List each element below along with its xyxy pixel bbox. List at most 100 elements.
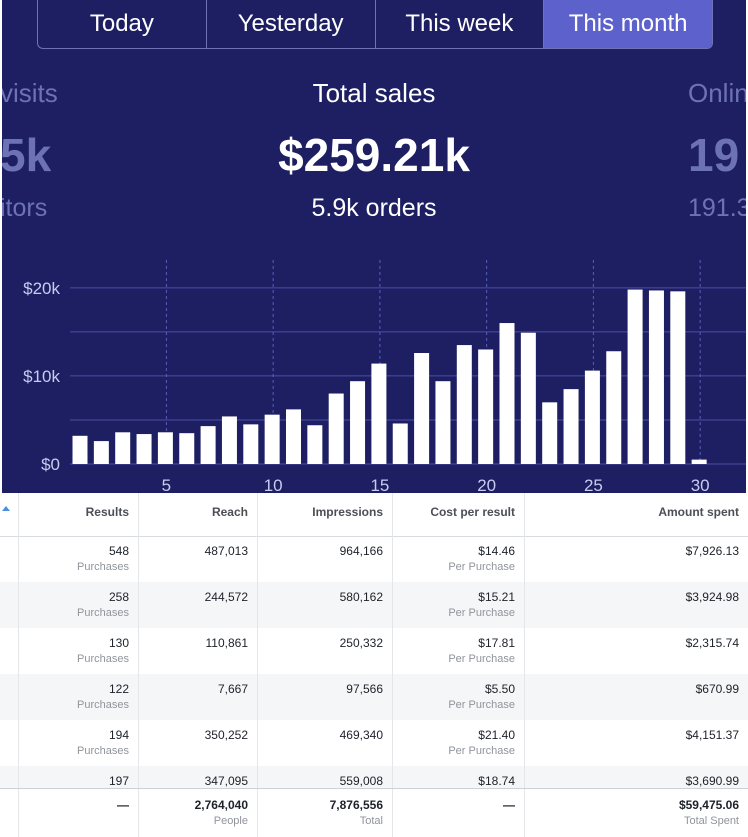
reach-value: 110,861 xyxy=(205,636,249,650)
reach-value: 350,252 xyxy=(204,728,248,742)
date-range-tabs: Today Yesterday This week This month xyxy=(37,0,713,49)
x-tick-label: 20 xyxy=(477,476,496,493)
total-cost-per-result: — xyxy=(393,789,525,837)
bar-day-17 xyxy=(414,353,430,464)
amount-spent-value: $4,151.37 xyxy=(685,728,739,742)
bar-day-7 xyxy=(200,426,216,464)
header-cost-per-result[interactable]: Cost per result xyxy=(393,493,525,536)
cost-per-result-value: $17.81 xyxy=(478,636,515,650)
cell-amount-spent: $4,151.37 xyxy=(525,720,748,766)
cell-impressions: 97,566 xyxy=(258,674,393,720)
bar-day-16 xyxy=(392,423,408,464)
header-reach[interactable]: Reach xyxy=(139,493,258,536)
bar-day-26 xyxy=(606,351,622,464)
results-value: 258 xyxy=(108,590,129,604)
online-stat-sub: 191.3 xyxy=(688,194,746,222)
total-results-value: — xyxy=(117,798,129,812)
results-unit: Purchases xyxy=(77,745,129,757)
impressions-value: 964,166 xyxy=(339,544,383,558)
cell-reach: 110,861 xyxy=(139,628,258,674)
table-totals-row: — 2,764,040 People 7,876,556 Total — $59,4… xyxy=(0,788,748,837)
sort-ascending-icon xyxy=(2,506,10,511)
online-stat-title: Onlin xyxy=(688,78,746,108)
tab-today[interactable]: Today xyxy=(38,0,207,48)
table-row[interactable]: 194 Purchases 350,252 469,340 $21.40 Per Purc… xyxy=(0,720,748,766)
sort-column-header[interactable] xyxy=(0,493,19,536)
cost-per-result-unit: Per Purchase xyxy=(448,745,515,757)
cell-amount-spent: $3,924.98 xyxy=(525,582,748,628)
amount-spent-value: $3,924.98 xyxy=(685,590,739,604)
amount-spent-value: $670.99 xyxy=(695,682,739,696)
total-spent-unit: Total Spent xyxy=(683,815,739,827)
tab-this-month[interactable]: This month xyxy=(544,0,712,48)
total-sales-title: Total sales xyxy=(312,78,436,108)
bar-day-3 xyxy=(115,432,131,464)
table-row[interactable]: 122 Purchases 7,667 97,566 $5.50 Per Purchase… xyxy=(0,674,748,720)
row-select-cell[interactable] xyxy=(0,536,19,582)
impressions-value: 469,340 xyxy=(339,728,383,742)
x-tick-label: 5 xyxy=(162,476,171,493)
total-cost-value: — xyxy=(503,798,515,812)
x-tick-label: 15 xyxy=(370,476,389,493)
orders-count: 5.9k orders xyxy=(311,194,437,222)
total-impressions-unit: Total xyxy=(359,815,383,827)
cell-results: 548 Purchases xyxy=(19,536,139,582)
cell-amount-spent: $670.99 xyxy=(525,674,748,720)
cell-reach: 244,572 xyxy=(139,582,258,628)
impressions-value: 250,332 xyxy=(339,636,383,650)
row-select-cell[interactable] xyxy=(0,582,19,628)
bar-day-14 xyxy=(350,381,366,464)
bar-day-28 xyxy=(648,290,664,464)
table-row[interactable]: 258 Purchases 244,572 580,162 $15.21 Per Purc… xyxy=(0,582,748,628)
bar-day-1 xyxy=(72,435,88,464)
cell-results: 130 Purchases xyxy=(19,628,139,674)
cell-cost-per-result: $17.81 Per Purchase xyxy=(393,628,525,674)
total-reach-unit: People xyxy=(213,815,248,827)
results-value: 197 xyxy=(108,774,129,788)
bar-day-23 xyxy=(542,402,558,464)
cell-results: 122 Purchases xyxy=(19,674,139,720)
cell-cost-per-result: $21.40 Per Purchase xyxy=(393,720,525,766)
daily-sales-bar-chart: $0 $10k $20k 5 10 15 20 25 30 xyxy=(23,260,746,493)
header-impressions[interactable]: Impressions xyxy=(258,493,393,536)
row-select-cell[interactable] xyxy=(0,720,19,766)
total-results: — xyxy=(19,789,139,837)
cell-amount-spent: $3,690.99 xyxy=(525,766,748,812)
totals-spacer xyxy=(0,789,19,837)
bar-day-27 xyxy=(627,289,643,464)
cell-impressions: 964,166 xyxy=(258,536,393,582)
cost-per-result-value: $18.74 xyxy=(478,774,515,788)
cost-per-result-unit: Per Purchase xyxy=(448,699,515,711)
results-unit: Purchases xyxy=(77,699,129,711)
results-value: 194 xyxy=(108,728,129,742)
table-row[interactable]: 130 Purchases 110,861 250,332 $17.81 Per Purc… xyxy=(0,628,748,674)
cell-reach: 7,667 xyxy=(139,674,258,720)
bar-day-2 xyxy=(93,441,109,464)
bar-day-22 xyxy=(520,332,536,464)
impressions-value: 580,162 xyxy=(339,590,383,604)
bar-day-11 xyxy=(286,409,301,464)
y-tick-label: $0 xyxy=(41,455,60,474)
header-results[interactable]: Results xyxy=(19,493,139,536)
header-amount-spent[interactable]: Amount spent xyxy=(658,505,739,519)
cell-results: 258 Purchases xyxy=(19,582,139,628)
cell-amount-spent: $2,315.74 xyxy=(525,628,748,674)
results-unit: Purchases xyxy=(77,653,129,665)
bar-day-18 xyxy=(435,381,451,464)
results-unit: Purchases xyxy=(77,561,129,573)
table-row[interactable]: 548 Purchases 487,013 964,166 $14.46 Per Purc… xyxy=(0,536,748,582)
tab-yesterday[interactable]: Yesterday xyxy=(207,0,376,48)
y-tick-label: $20k xyxy=(23,279,60,298)
tab-this-week[interactable]: This week xyxy=(376,0,545,48)
row-select-cell[interactable] xyxy=(0,628,19,674)
total-impressions: 7,876,556 Total xyxy=(258,789,393,837)
sales-dashboard: Today Yesterday This week This month vis… xyxy=(2,0,746,493)
total-spent-value: $59,475.06 xyxy=(678,798,739,812)
visits-stat-value: 5k xyxy=(2,129,52,181)
x-tick-label: 30 xyxy=(691,476,710,493)
row-select-cell[interactable] xyxy=(0,674,19,720)
total-reach: 2,764,040 People xyxy=(139,789,258,837)
cell-results: 194 Purchases xyxy=(19,720,139,766)
cell-impressions: 469,340 xyxy=(258,720,393,766)
results-value: 130 xyxy=(108,636,129,650)
